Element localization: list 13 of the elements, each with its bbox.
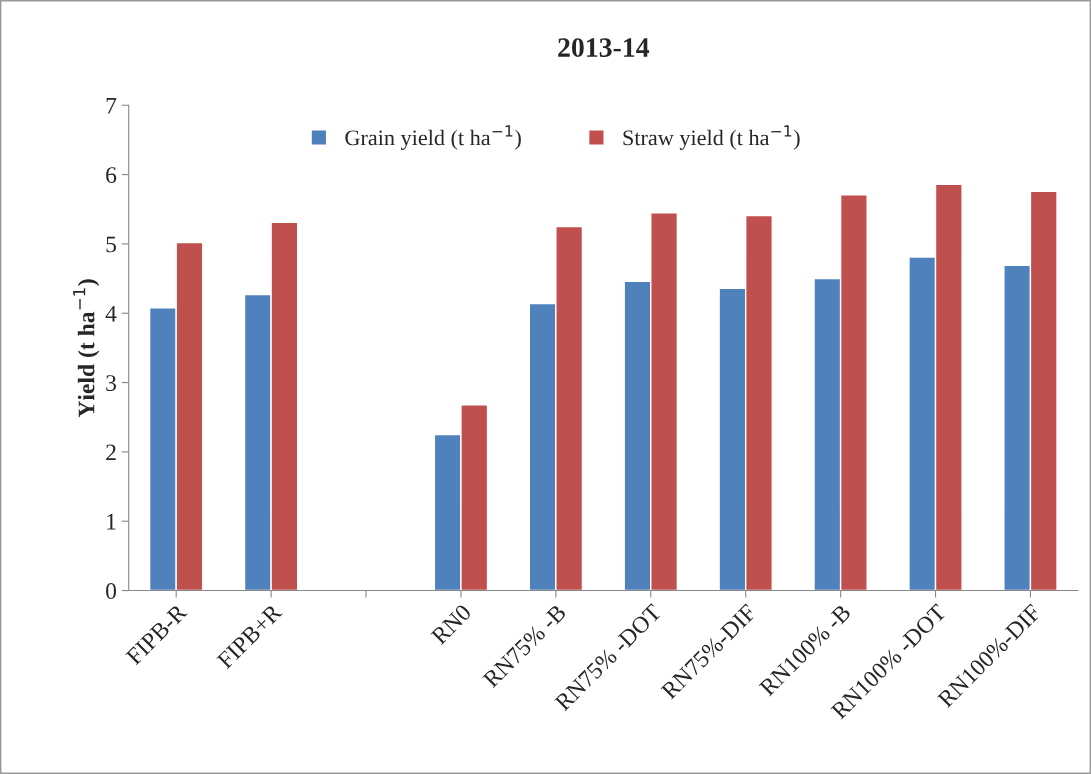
legend-label: Grain yield (t ha$^{−1}$) — [345, 125, 521, 150]
chart-title: 2013-14 — [558, 38, 650, 57]
y-tick-label: 0 — [106, 583, 117, 599]
legend-label: Straw yield (t ha$^{−1}$) — [623, 125, 800, 150]
y-tick-label: 3 — [106, 375, 117, 391]
y-tick-label: 6 — [106, 167, 117, 184]
y-tick-label: 7 — [106, 97, 117, 114]
y-tick-label: 2 — [106, 444, 116, 461]
x-tick-label: RN0 — [430, 603, 473, 646]
y-tick-label: 5 — [106, 236, 117, 253]
y-axis-title: Yield (t ha$^{−1}$) — [73, 279, 100, 418]
y-tick-label: 1 — [107, 513, 116, 530]
y-tick-label: 4 — [105, 305, 117, 322]
